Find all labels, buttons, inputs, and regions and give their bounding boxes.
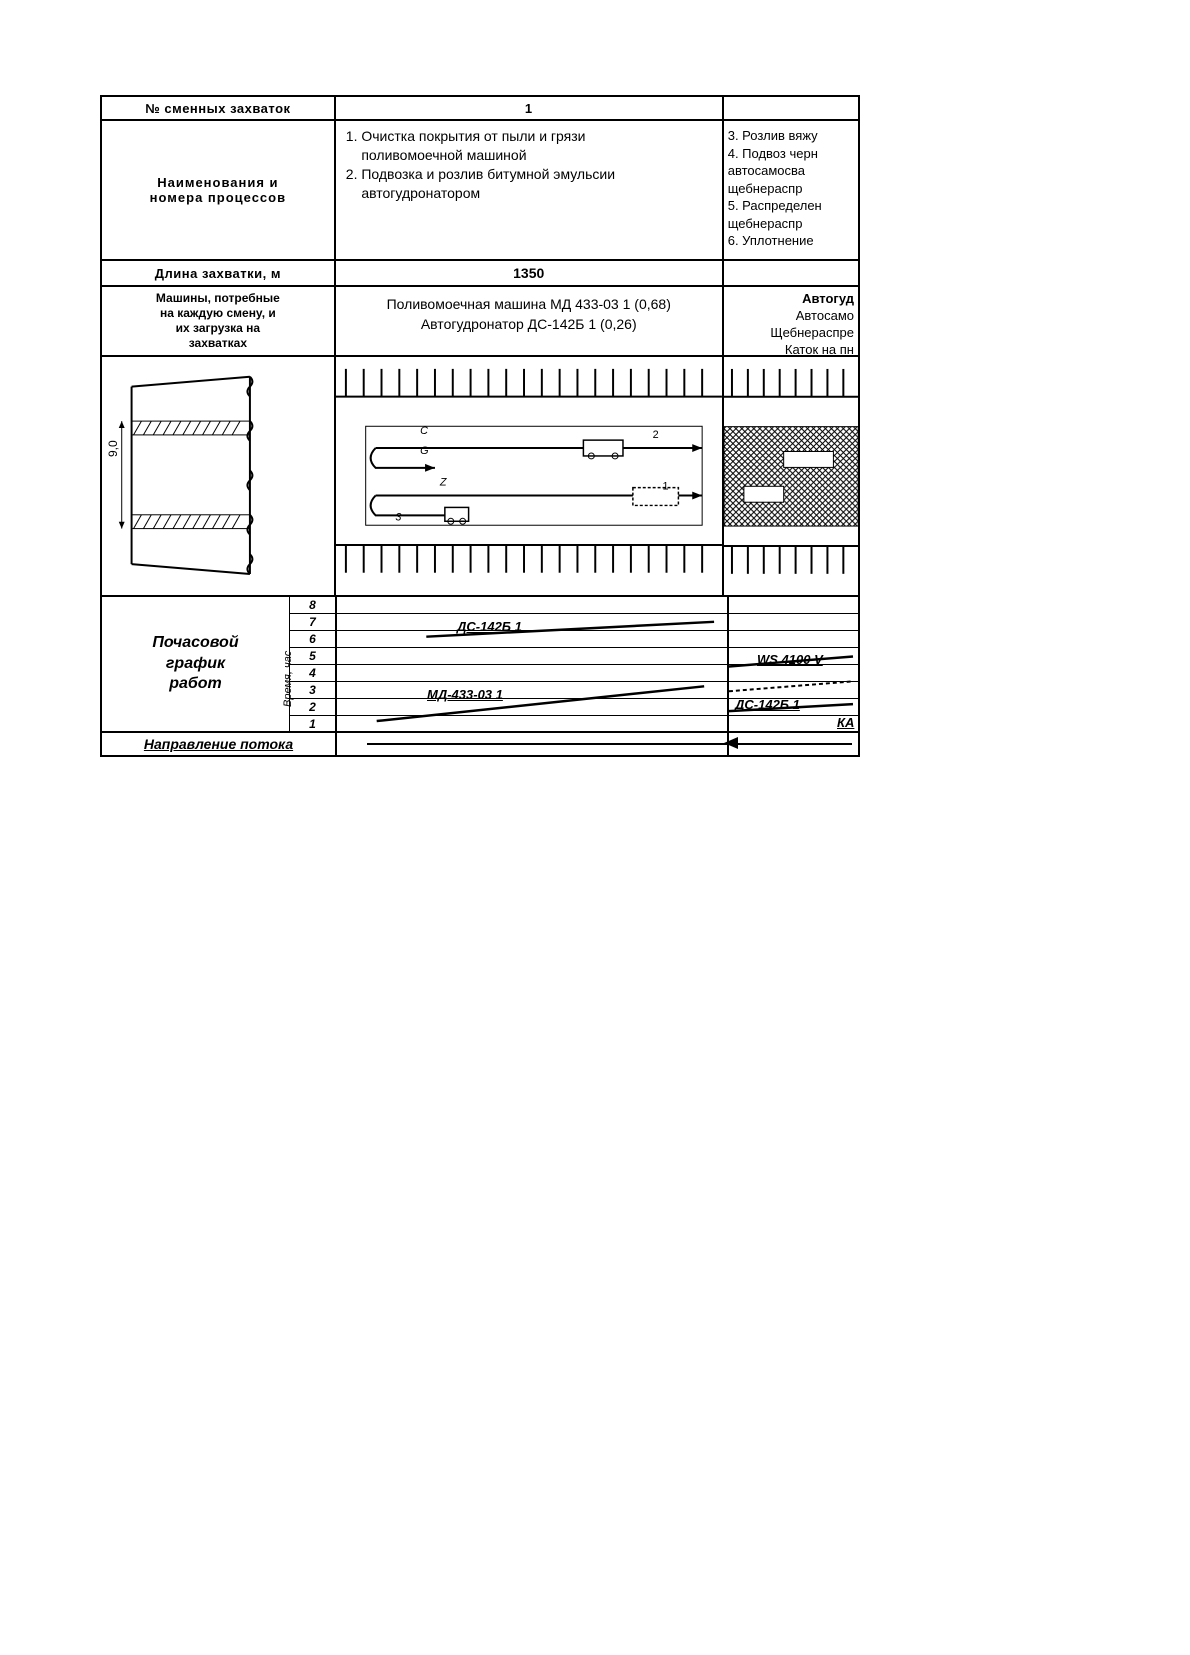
process-item-1: 1. Очистка покрытия от пыли и грязи поли… <box>346 127 712 165</box>
processes-left: Наименования и номера процессов <box>102 121 336 259</box>
svg-text:1: 1 <box>662 481 668 493</box>
machines-mid: Поливомоечная машина МД 433-03 1 (0,68) … <box>336 287 724 355</box>
flow-arrow-area <box>337 733 858 755</box>
sched-l0: Почасовой <box>152 633 238 654</box>
hour-4: 4 <box>290 665 335 682</box>
flow-row: Направление потока <box>102 733 858 755</box>
process-r-6: 6. Уплотнение <box>728 232 854 250</box>
sched-l1: график <box>166 654 225 675</box>
diagram-right-svg <box>724 357 858 596</box>
hour-7: 7 <box>290 614 335 631</box>
label-dc142b-bot: ДС-142Б 1 <box>735 697 800 712</box>
machines-r-1: Автосамо <box>732 308 854 325</box>
diagram-left-svg <box>102 357 334 594</box>
flow-arrow-line <box>367 743 852 745</box>
flow-arrow-head-icon <box>724 737 738 749</box>
header-col3 <box>724 97 858 119</box>
diagram-mid: C G Z 3 2 1 <box>336 357 724 595</box>
header-col1: № сменных захваток <box>102 97 336 119</box>
process-item-2: 2. Подвозка и розлив битумной эмульсии а… <box>346 165 712 203</box>
hour-6: 6 <box>290 631 335 648</box>
road-width-label: 9,0 <box>106 440 120 457</box>
svg-text:C: C <box>420 425 428 437</box>
svg-text:3: 3 <box>395 511 401 523</box>
svg-text:G: G <box>420 445 428 457</box>
machines-right: Автогуд Автосамо Щебнераспре Каток на пн <box>724 287 858 355</box>
process-r-4: 5. Распределен <box>728 197 854 215</box>
process-r-1: 4. Подвоз черн <box>728 145 854 163</box>
flow-label: Направление потока <box>102 733 337 755</box>
schedule-right: ДС-142Б 1 МД-433-03 1 WS 4100 V ДС-142Б … <box>337 597 858 731</box>
diagram-right <box>724 357 858 595</box>
processes-mid: 1. Очистка покрытия от пыли и грязи поли… <box>336 121 724 259</box>
sched-l2: работ <box>169 674 222 695</box>
page: № сменных захваток 1 Наименования и номе… <box>0 0 1190 1655</box>
processes-left-l1: Наименования и <box>157 175 278 190</box>
length-right <box>724 261 858 285</box>
machines-left: Машины, потребные на каждую смену, и их … <box>102 287 336 355</box>
process-r-0: 3. Розлив вяжу <box>728 127 854 145</box>
label-ws4100: WS 4100 V <box>757 652 823 667</box>
diagram-left: 9,0 <box>102 357 336 595</box>
hour-3: 3 <box>290 682 335 699</box>
process-r-2: автосамосва <box>728 162 854 180</box>
svg-text:2: 2 <box>652 429 658 441</box>
label-dc1425-top: ДС-142Б 1 <box>457 619 522 634</box>
tech-map-table: № сменных захваток 1 Наименования и номе… <box>100 95 860 757</box>
hour-5: 5 <box>290 648 335 665</box>
schedule-row: Почасовой график работ Время, час 8 7 6 … <box>102 597 858 733</box>
svg-text:Z: Z <box>439 477 447 489</box>
hour-2: 2 <box>290 699 335 716</box>
header-col2: 1 <box>336 97 724 119</box>
processes-right: 3. Розлив вяжу 4. Подвоз черн автосамосв… <box>724 121 858 259</box>
process-r-5: щебнераспр <box>728 215 854 233</box>
schedule-left: Почасовой график работ Время, час 8 7 6 … <box>102 597 337 731</box>
process-r-3: щебнераспр <box>728 180 854 198</box>
machines-r-0: Автогуд <box>732 291 854 308</box>
hour-8: 8 <box>290 597 335 614</box>
machines-mid-l1: Поливомоечная машина МД 433-03 1 (0,68) <box>344 295 714 315</box>
label-md433: МД-433-03 1 <box>427 687 503 702</box>
machines-mid-l2: Автогудронатор ДС-142Б 1 (0,26) <box>344 315 714 335</box>
hour-1: 1 <box>290 716 335 732</box>
schedule-left-label: Почасовой график работ <box>102 597 289 731</box>
length-mid: 1350 <box>336 261 724 285</box>
hour-stack: 8 7 6 5 4 3 2 1 <box>289 597 335 731</box>
machines-left-text: Машины, потребные на каждую смену, и их … <box>156 291 280 351</box>
time-axis-label: Время, час <box>282 637 294 707</box>
machines-r-2: Щебнераспре <box>732 325 854 342</box>
processes-left-l2: номера процессов <box>150 190 286 205</box>
length-left: Длина захватки, м <box>102 261 336 285</box>
diagram-mid-svg: C G Z 3 2 1 <box>336 357 722 595</box>
label-ka: КА <box>837 715 854 730</box>
